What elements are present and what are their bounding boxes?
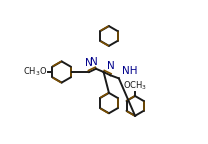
Text: NH: NH [122, 66, 138, 76]
Text: N: N [85, 58, 93, 68]
Text: $\mathregular{CH_3O}$: $\mathregular{CH_3O}$ [23, 66, 47, 78]
Text: N: N [89, 57, 97, 67]
Text: N: N [107, 61, 115, 71]
Text: $\mathregular{OCH_3}$: $\mathregular{OCH_3}$ [123, 80, 147, 92]
